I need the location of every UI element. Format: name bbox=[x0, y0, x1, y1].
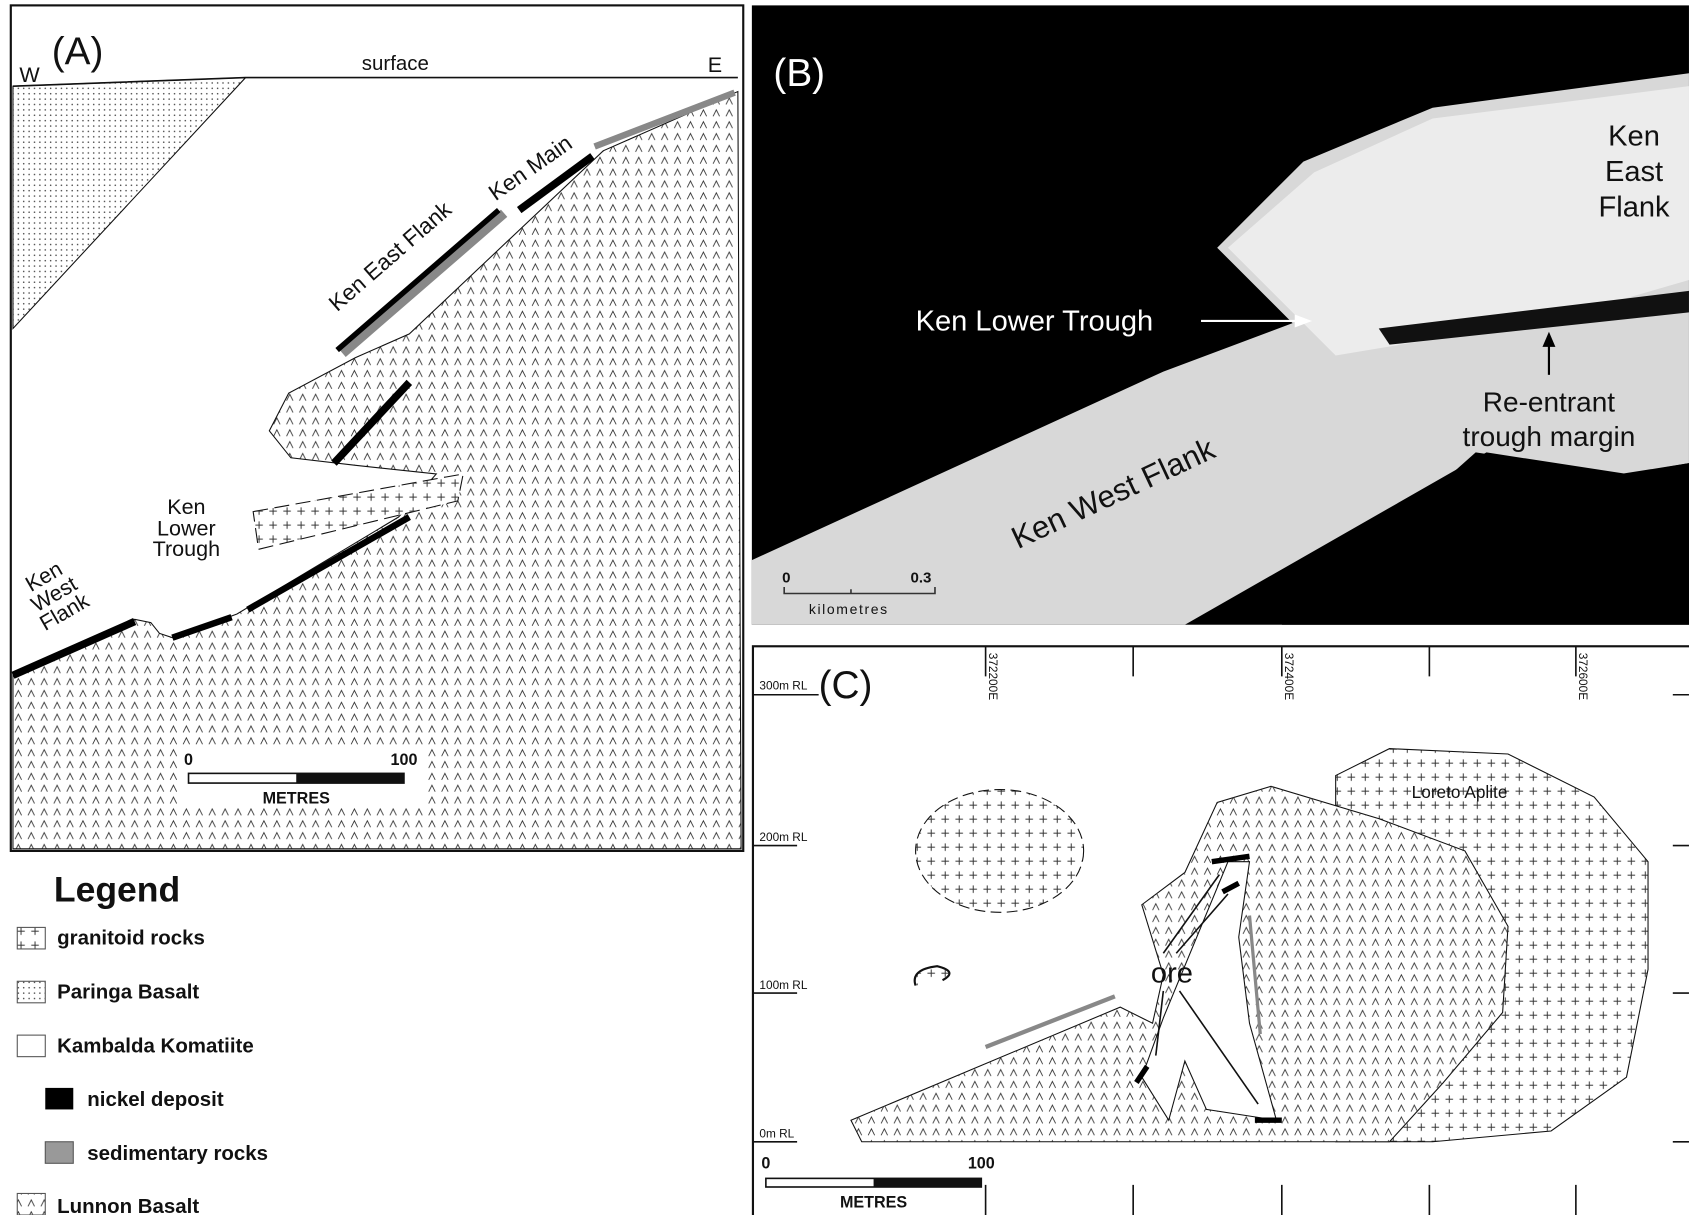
swatch bbox=[45, 1088, 73, 1110]
level-label: 0m RL bbox=[759, 1126, 794, 1140]
scale-start: 0 bbox=[782, 570, 790, 587]
panel-label: (C) bbox=[819, 664, 873, 707]
page: {"panel_a":{"label":"(A)","west":"W","ea… bbox=[0, 0, 1689, 1215]
swatch bbox=[17, 1193, 45, 1215]
scale-end: 0.3 bbox=[910, 570, 931, 587]
easting-label: 372400E bbox=[1282, 653, 1296, 700]
legend-item: Paringa Basalt bbox=[57, 980, 199, 1003]
annotation: Ken bbox=[1608, 120, 1660, 152]
scale-bar-fill bbox=[296, 773, 404, 783]
annotation: Loreto Aplite bbox=[1412, 782, 1508, 802]
legend-item: granitoid rocks bbox=[57, 927, 205, 950]
swatch bbox=[17, 981, 45, 1003]
scale-bar-fill bbox=[874, 1178, 982, 1187]
west-label: W bbox=[19, 63, 40, 87]
panel-label: (A) bbox=[52, 31, 104, 74]
panel-a: 0 100 METRES (A) W E surface Ken East Fl… bbox=[11, 5, 743, 851]
level-label: 100m RL bbox=[759, 978, 807, 992]
easting-label: 372600E bbox=[1576, 653, 1590, 700]
annotation: ore bbox=[1151, 957, 1193, 989]
granitoid bbox=[916, 790, 1084, 913]
annotation: Flank bbox=[1598, 192, 1670, 224]
scale-start: 0 bbox=[184, 751, 193, 769]
annotation: trough margin bbox=[1463, 421, 1636, 452]
annotation: Ken bbox=[167, 495, 205, 519]
annotation: Trough bbox=[153, 537, 220, 561]
panel-b: (B) Ken East Flank Ken Lower Trough Re-e… bbox=[752, 5, 1689, 624]
scale-start: 0 bbox=[761, 1155, 770, 1173]
scale-unit: METRES bbox=[263, 790, 330, 808]
swatch bbox=[45, 1142, 73, 1164]
swatch bbox=[17, 1035, 45, 1057]
east-label: E bbox=[708, 53, 722, 77]
legend-item: Kambalda Komatiite bbox=[57, 1034, 254, 1057]
legend-title: Legend bbox=[54, 870, 180, 910]
surface-label: surface bbox=[362, 52, 429, 75]
annotation: East bbox=[1605, 156, 1663, 188]
panel-label: (B) bbox=[773, 52, 825, 95]
legend-item: Lunnon Basalt bbox=[57, 1195, 199, 1215]
legend: Legend granitoid rocks Paringa Basalt Ka… bbox=[17, 870, 268, 1215]
annotation: Ken Lower Trough bbox=[916, 306, 1154, 338]
scale-unit: kilometres bbox=[809, 601, 889, 617]
level-label: 200m RL bbox=[759, 830, 807, 844]
scale-end: 100 bbox=[390, 751, 417, 769]
easting-label: 372200E bbox=[986, 653, 1000, 700]
level-label: 300m RL bbox=[759, 678, 807, 692]
panel-c: ore Loreto Aplite (C) 300m RL 200m RL 10… bbox=[753, 646, 1689, 1215]
figure: 0 100 METRES (A) W E surface Ken East Fl… bbox=[0, 0, 1689, 1215]
scale-end: 100 bbox=[968, 1155, 995, 1173]
legend-item: nickel deposit bbox=[87, 1088, 224, 1111]
swatch bbox=[17, 927, 45, 949]
annotation: Re-entrant bbox=[1483, 386, 1616, 417]
scale-unit: METRES bbox=[840, 1193, 907, 1211]
legend-item: sedimentary rocks bbox=[87, 1142, 268, 1165]
